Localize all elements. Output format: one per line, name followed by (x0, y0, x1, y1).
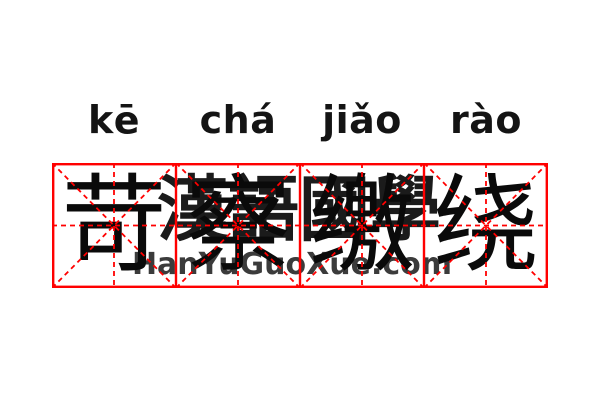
pinyin-syllable-4: rào (450, 98, 522, 142)
pinyin-syllable-1: kē (87, 98, 141, 142)
mizige-cell-2: 察 (176, 163, 300, 288)
mizige-cell-3: 缴 (300, 163, 424, 288)
hanzi-character-1: 苛 (61, 164, 167, 287)
mizige-cell-4: 绕 (424, 163, 548, 288)
pinyin-row: kē chá jiǎo rào (52, 97, 548, 147)
hanzi-character-3: 缴 (309, 164, 415, 287)
hanzi-character-4: 绕 (433, 164, 539, 287)
pinyin-syllable-2: chá (199, 98, 277, 142)
mizige-cell-1: 苛 (52, 163, 176, 288)
hanzi-row: 苛 察 缴 绕 (52, 163, 548, 288)
pinyin-syllable-3: jiǎo (322, 98, 402, 142)
hanzi-character-2: 察 (185, 164, 291, 287)
character-grid: 苛 察 缴 绕 (52, 163, 548, 288)
